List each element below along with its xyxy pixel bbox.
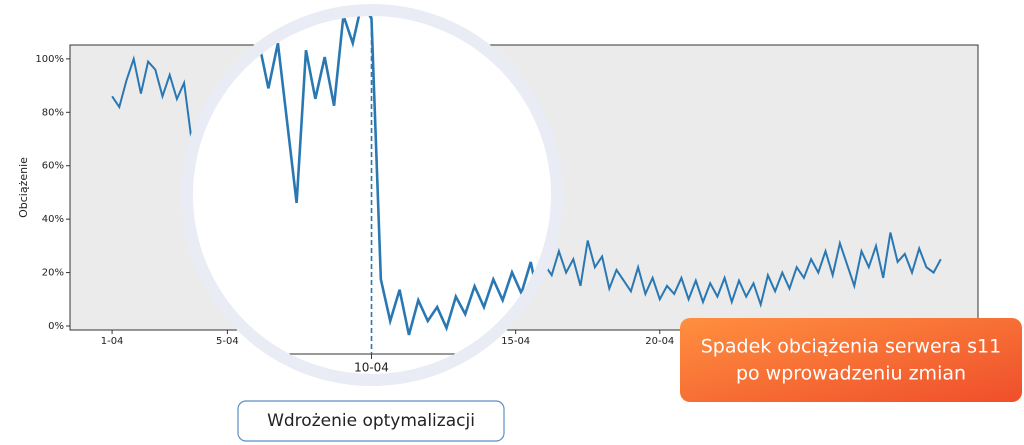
y-tick-label: 20%: [42, 268, 64, 279]
lens-ring: [181, 4, 563, 386]
x-tick-label: 10-04: [354, 361, 389, 375]
x-tick-label: 5-04: [216, 336, 239, 347]
y-tick-label: 40%: [42, 214, 64, 225]
y-tick-label: 100%: [35, 54, 64, 65]
callout-line: po wprowadzeniu zmian: [736, 363, 966, 385]
y-tick-label: 0%: [48, 321, 64, 332]
marker-label: Wdrożenie optymalizacji: [267, 411, 475, 431]
marker-box: [237, 400, 505, 442]
x-tick-label: 20-04: [645, 336, 674, 347]
y-axis-label: Obciążenie: [17, 157, 30, 218]
x-tick-label: 15-04: [501, 336, 530, 347]
callout-box: [680, 318, 1022, 402]
y-tick-label: 80%: [42, 107, 64, 118]
y-tick-label: 60%: [42, 161, 64, 172]
callout-line: Spadek obciążenia serwera s11: [701, 336, 1001, 358]
x-tick-label: 1-04: [101, 336, 124, 347]
